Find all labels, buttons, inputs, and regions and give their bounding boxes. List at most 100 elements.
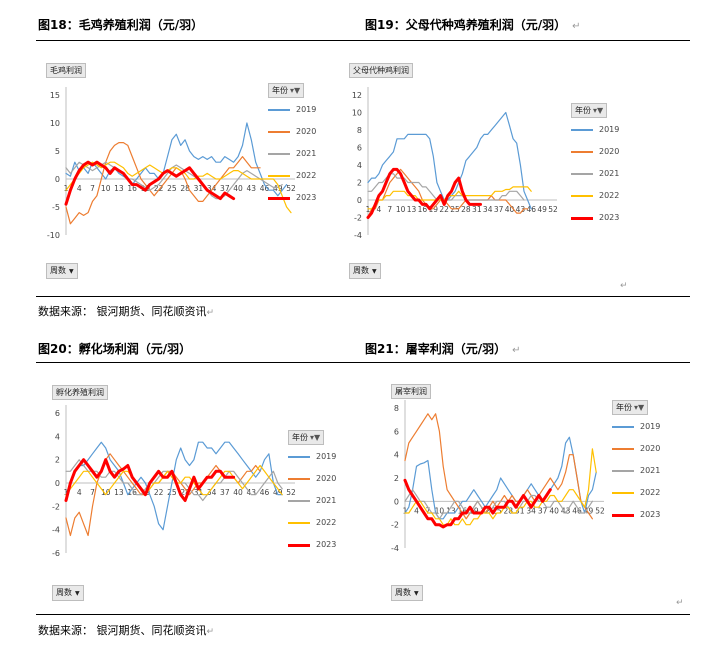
- value-field-button[interactable]: 孵化养殖利润: [52, 385, 108, 400]
- legend-label: 2021: [640, 466, 661, 475]
- x-tick-label: 4: [77, 184, 82, 193]
- x-tick-label: 16: [418, 205, 428, 214]
- legend-swatch: [612, 492, 634, 494]
- year-field-button[interactable]: 年份 ▾▼: [288, 430, 325, 445]
- legend-label: 2022: [599, 191, 620, 200]
- data-source-1: 数据来源： 银河期货、同花顺资讯↵: [38, 303, 214, 319]
- paragraph-mark-1: ↵: [620, 281, 628, 291]
- legend-swatch: [268, 197, 290, 200]
- data-source-1-text: 数据来源： 银河期货、同花顺资讯: [38, 305, 207, 318]
- source-rule-1: [36, 296, 690, 297]
- y-tick-label: 0: [55, 479, 60, 488]
- figure-21-paragraph-mark: ↵: [512, 345, 521, 356]
- y-tick-label: -4: [52, 526, 60, 535]
- x-tick-label: 1: [366, 205, 371, 214]
- year-field-button[interactable]: 年份 ▾▼: [612, 400, 649, 415]
- year-field-button[interactable]: 年份 ▾▼: [268, 83, 305, 98]
- x-tick-label: 49: [537, 205, 547, 214]
- week-field-button[interactable]: 周数 ▼: [349, 263, 381, 279]
- dropdown-arrow-icon: ▼: [372, 268, 377, 275]
- y-tick-label: -5: [52, 203, 60, 212]
- legend-swatch: [571, 217, 593, 220]
- legend-label: 2023: [640, 510, 661, 519]
- data-source-2: 数据来源： 银河期货、同花顺资讯↵: [38, 622, 214, 638]
- legend-label: 2020: [640, 444, 661, 453]
- legend-label: 2022: [296, 171, 317, 180]
- series-line-2019: [65, 441, 283, 531]
- figure-19-paragraph-mark: ↵: [572, 21, 581, 32]
- legend-label: 2020: [296, 127, 317, 136]
- x-tick-label: 34: [483, 205, 493, 214]
- legend-swatch: [288, 456, 310, 458]
- legend-swatch: [288, 544, 310, 547]
- x-tick-label: 13: [114, 184, 124, 193]
- x-tick-label: 1: [403, 506, 408, 515]
- x-tick-label: 25: [167, 488, 177, 497]
- chart-panel-slaughter-profit: 8 6 4 2 0 -2 -4 1 4 7 10 13 16 19 22 25 28 31 34 37 40 43 46 49…: [380, 378, 660, 603]
- x-tick-label: 25: [492, 506, 502, 515]
- x-tick-label: 52: [286, 488, 296, 497]
- week-field-button[interactable]: 周数 ▼: [391, 585, 423, 601]
- year-field-label: 年份: [272, 86, 288, 95]
- x-tick-label: 1: [64, 488, 69, 497]
- y-tick-label: 0: [55, 175, 60, 184]
- series-line-2023: [366, 167, 482, 219]
- figure-19-title: 图19：父母代种鸡养殖利润（元/羽） ↵: [365, 16, 580, 33]
- x-tick-label: 13: [407, 205, 417, 214]
- series-line-2023: [64, 160, 236, 206]
- y-tick-label: 6: [357, 144, 362, 153]
- x-tick-label: 13: [114, 488, 124, 497]
- x-tick-label: 37: [494, 205, 504, 214]
- series-line-2020: [367, 168, 529, 219]
- y-tick-label: -10: [47, 231, 60, 240]
- x-tick-label: 52: [286, 184, 296, 193]
- legend-swatch: [571, 151, 593, 153]
- week-field-button[interactable]: 周数 ▼: [52, 585, 84, 601]
- x-tick-label: 49: [273, 184, 283, 193]
- legend-swatch: [612, 448, 634, 450]
- x-tick-label: 7: [90, 184, 95, 193]
- filter-icon: ▾▼: [634, 403, 645, 412]
- value-field-button[interactable]: 屠宰利润: [391, 384, 431, 399]
- year-field-button[interactable]: 年份 ▾▼: [571, 103, 608, 118]
- x-tick-label: 16: [127, 184, 137, 193]
- series-line-2023: [403, 478, 552, 529]
- x-tick-label: 34: [526, 506, 536, 515]
- x-tick-label: 37: [220, 488, 230, 497]
- series-line-2023: [64, 458, 236, 502]
- legend-swatch: [288, 500, 310, 502]
- x-tick-label: 16: [127, 488, 137, 497]
- legend-label: 2021: [599, 169, 620, 178]
- y-tick-label: -2: [52, 502, 60, 511]
- week-field-button[interactable]: 周数 ▼: [46, 263, 78, 279]
- legend-label: 2019: [599, 125, 620, 134]
- week-field-label: 周数: [395, 588, 411, 597]
- x-tick-label: 19: [429, 205, 439, 214]
- legend-label: 2021: [316, 496, 337, 505]
- x-tick-label: 34: [207, 184, 217, 193]
- year-field-label: 年份: [616, 403, 632, 412]
- legend-label: 2023: [316, 540, 337, 549]
- x-tick-label: 28: [461, 205, 471, 214]
- figure-20-title-text: 图20：孵化场利润（元/羽）: [38, 342, 192, 356]
- figure-18-title: 图18：毛鸡养殖利润（元/羽）: [38, 16, 203, 33]
- x-tick-label: 52: [595, 506, 605, 515]
- week-field-label: 周数: [50, 266, 66, 275]
- x-tick-label: 22: [481, 506, 491, 515]
- y-tick-label: 12: [352, 91, 362, 100]
- x-tick-label: 46: [572, 506, 582, 515]
- value-field-button[interactable]: 毛鸡利润: [46, 63, 86, 78]
- dropdown-arrow-icon: ▼: [75, 590, 80, 597]
- source-rule-2: [36, 614, 690, 615]
- filter-icon: ▾▼: [310, 433, 321, 442]
- y-tick-label: 10: [352, 109, 362, 118]
- legend-label: 2019: [640, 422, 661, 431]
- year-field-label: 年份: [575, 106, 591, 115]
- value-field-button[interactable]: 父母代种鸡利润: [349, 63, 413, 78]
- figure-21-title-text: 图21：屠宰利润（元/羽）: [365, 342, 507, 356]
- x-tick-label: 31: [194, 184, 204, 193]
- x-tick-label: 34: [207, 488, 217, 497]
- legend-swatch: [571, 195, 593, 197]
- dropdown-arrow-icon: ▼: [69, 268, 74, 275]
